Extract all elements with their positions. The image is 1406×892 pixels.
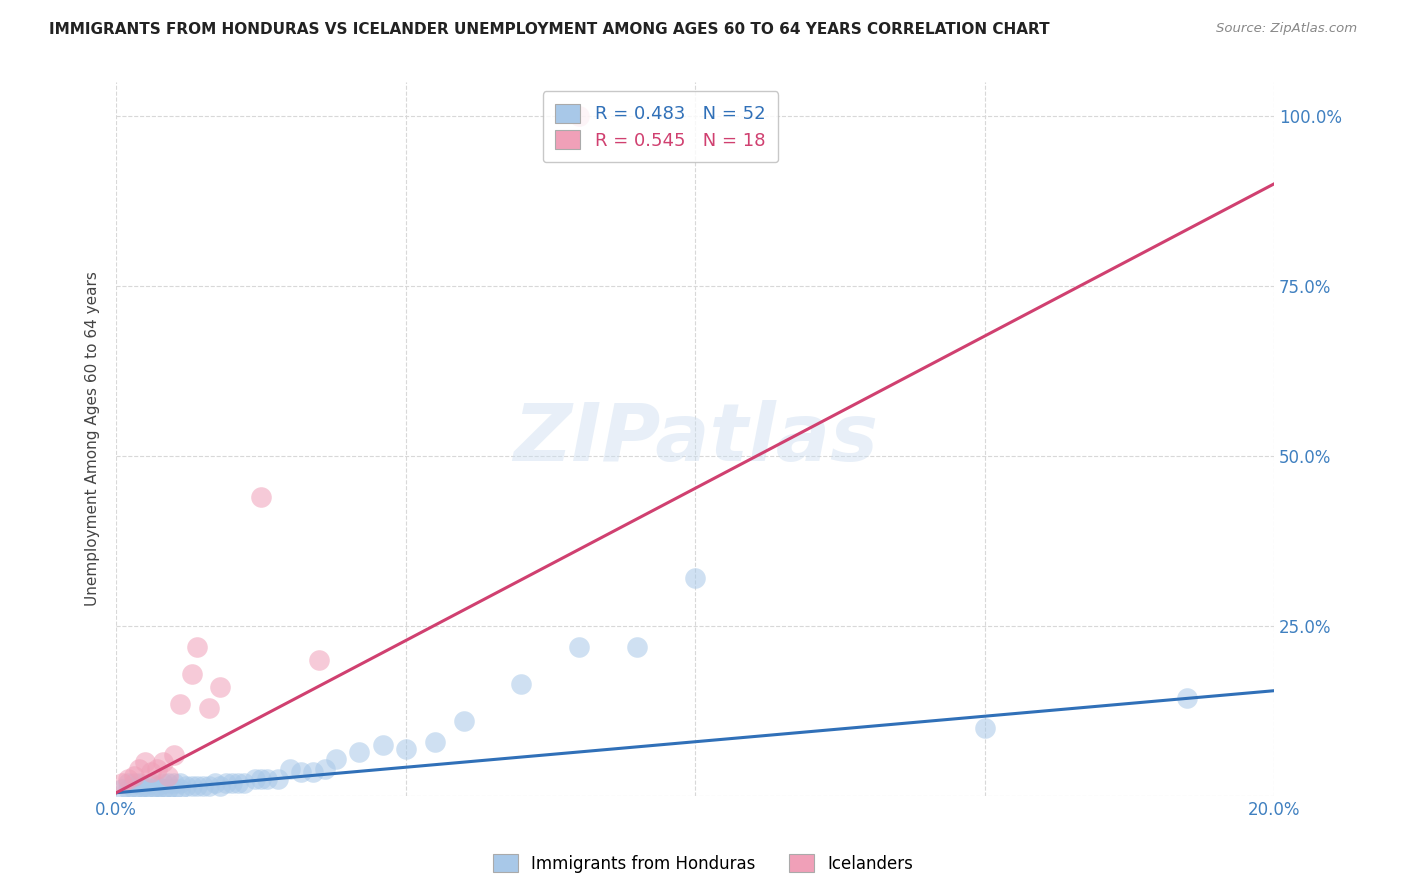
Point — [278, 762, 301, 776]
Point — [163, 775, 186, 789]
Point — [174, 779, 197, 793]
Point — [139, 775, 162, 789]
Point — [163, 748, 186, 763]
Point — [163, 782, 186, 797]
Point — [169, 698, 191, 712]
Point — [146, 782, 169, 797]
Point — [232, 775, 254, 789]
Point — [256, 772, 278, 786]
Point — [568, 109, 591, 123]
Point — [198, 700, 221, 714]
Text: ZIPatlas: ZIPatlas — [513, 400, 877, 478]
Point — [157, 769, 180, 783]
Point — [245, 772, 267, 786]
Point — [134, 782, 156, 797]
Point — [290, 765, 312, 780]
Point — [139, 782, 162, 797]
Point — [973, 721, 995, 735]
Point — [267, 772, 290, 786]
Point — [134, 755, 156, 769]
Point — [568, 640, 591, 654]
Point — [111, 775, 134, 789]
Point — [128, 775, 150, 789]
Point — [626, 640, 648, 654]
Point — [152, 755, 174, 769]
Point — [169, 775, 191, 789]
Point — [204, 775, 226, 789]
Point — [111, 782, 134, 797]
Point — [308, 653, 330, 667]
Legend: Immigrants from Honduras, Icelanders: Immigrants from Honduras, Icelanders — [486, 847, 920, 880]
Point — [314, 762, 336, 776]
Point — [186, 779, 208, 793]
Point — [134, 779, 156, 793]
Point — [221, 775, 243, 789]
Point — [325, 752, 347, 766]
Point — [117, 782, 139, 797]
Point — [122, 782, 145, 797]
Point — [180, 666, 202, 681]
Point — [122, 769, 145, 783]
Point — [510, 677, 533, 691]
Point — [180, 779, 202, 793]
Point — [128, 782, 150, 797]
Point — [215, 775, 238, 789]
Point — [117, 772, 139, 786]
Point — [146, 762, 169, 776]
Point — [302, 765, 325, 780]
Point — [139, 765, 162, 780]
Point — [250, 490, 273, 504]
Point — [1175, 690, 1198, 705]
Point — [423, 735, 446, 749]
Point — [157, 775, 180, 789]
Point — [169, 782, 191, 797]
Point — [198, 779, 221, 793]
Point — [683, 572, 706, 586]
Text: IMMIGRANTS FROM HONDURAS VS ICELANDER UNEMPLOYMENT AMONG AGES 60 TO 64 YEARS COR: IMMIGRANTS FROM HONDURAS VS ICELANDER UN… — [49, 22, 1050, 37]
Point — [250, 772, 273, 786]
Text: Source: ZipAtlas.com: Source: ZipAtlas.com — [1216, 22, 1357, 36]
Y-axis label: Unemployment Among Ages 60 to 64 years: Unemployment Among Ages 60 to 64 years — [86, 271, 100, 607]
Point — [128, 762, 150, 776]
Point — [152, 782, 174, 797]
Point — [209, 779, 232, 793]
Point — [122, 775, 145, 789]
Point — [117, 775, 139, 789]
Point — [371, 738, 394, 752]
Point — [146, 779, 169, 793]
Point — [226, 775, 249, 789]
Point — [157, 782, 180, 797]
Legend: R = 0.483   N = 52, R = 0.545   N = 18: R = 0.483 N = 52, R = 0.545 N = 18 — [543, 91, 778, 162]
Point — [209, 681, 232, 695]
Point — [453, 714, 475, 729]
Point — [152, 775, 174, 789]
Point — [191, 779, 214, 793]
Point — [349, 745, 371, 759]
Point — [186, 640, 208, 654]
Point — [395, 741, 418, 756]
